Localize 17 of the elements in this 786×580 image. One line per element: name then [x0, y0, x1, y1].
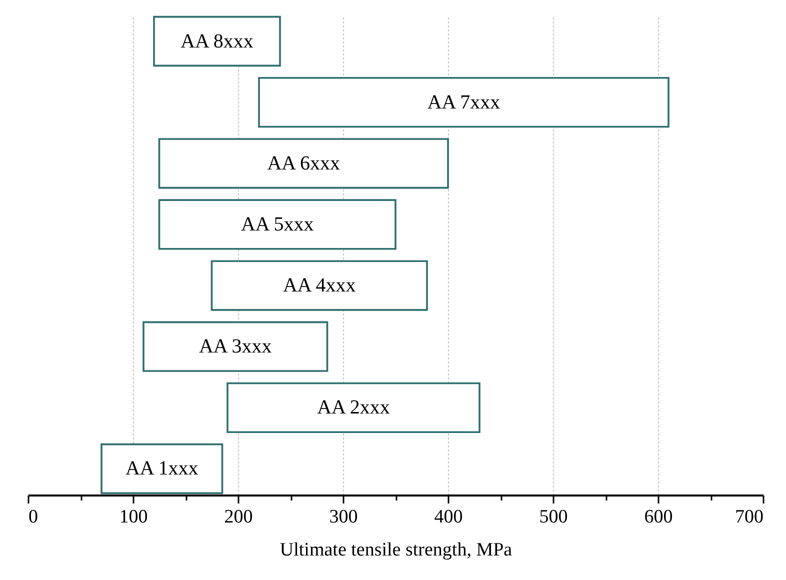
- y-tick-label: AA 6xxx: [267, 152, 340, 174]
- x-axis-title: Ultimate tensile strength, MPa: [280, 540, 513, 560]
- x-tick-label: 100: [119, 506, 148, 528]
- x-tick-label: 700: [735, 506, 764, 528]
- y-tick-label: AA 1xxx: [125, 458, 198, 480]
- y-tick-label: AA 2xxx: [317, 396, 390, 419]
- x-tick-label: 0: [28, 506, 38, 528]
- x-tick-label: 500: [539, 506, 568, 528]
- y-tick-label: AA 5xxx: [240, 213, 314, 236]
- y-tick-label: AA 3xxx: [198, 336, 272, 358]
- y-tick-label: AA 4xxx: [282, 274, 356, 297]
- x-tick-label: 300: [329, 506, 358, 528]
- x-tick-label: 400: [434, 506, 463, 528]
- x-tick-label: 200: [224, 506, 253, 528]
- y-tick-label: AA 7xxx: [427, 91, 500, 114]
- y-tick-label: AA 8xxx: [180, 30, 254, 52]
- x-tick-label: 600: [644, 506, 673, 528]
